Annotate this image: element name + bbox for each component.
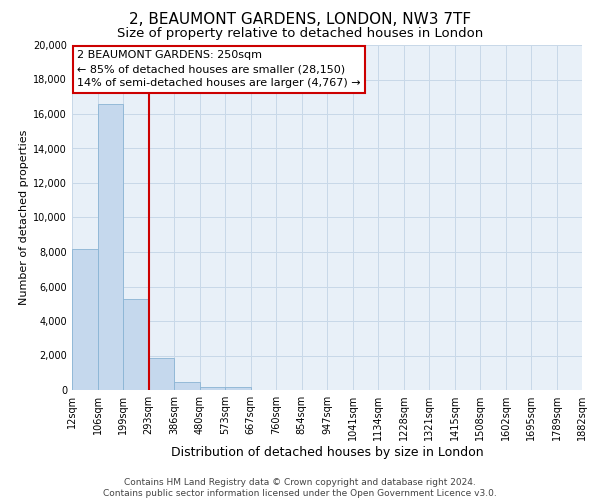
Bar: [72, 250, 97, 390]
Text: 2 BEAUMONT GARDENS: 250sqm
← 85% of detached houses are smaller (28,150)
14% of : 2 BEAUMONT GARDENS: 250sqm ← 85% of deta…: [77, 50, 361, 88]
Bar: [97, 104, 123, 390]
Bar: [225, 388, 251, 390]
Bar: [199, 386, 225, 390]
Y-axis label: Number of detached properties: Number of detached properties: [19, 130, 29, 305]
Bar: [123, 298, 149, 390]
Text: 2, BEAUMONT GARDENS, LONDON, NW3 7TF: 2, BEAUMONT GARDENS, LONDON, NW3 7TF: [129, 12, 471, 28]
X-axis label: Distribution of detached houses by size in London: Distribution of detached houses by size …: [170, 446, 484, 459]
Bar: [149, 358, 174, 390]
Bar: [174, 382, 199, 390]
Text: Size of property relative to detached houses in London: Size of property relative to detached ho…: [117, 28, 483, 40]
Text: Contains HM Land Registry data © Crown copyright and database right 2024.
Contai: Contains HM Land Registry data © Crown c…: [103, 478, 497, 498]
